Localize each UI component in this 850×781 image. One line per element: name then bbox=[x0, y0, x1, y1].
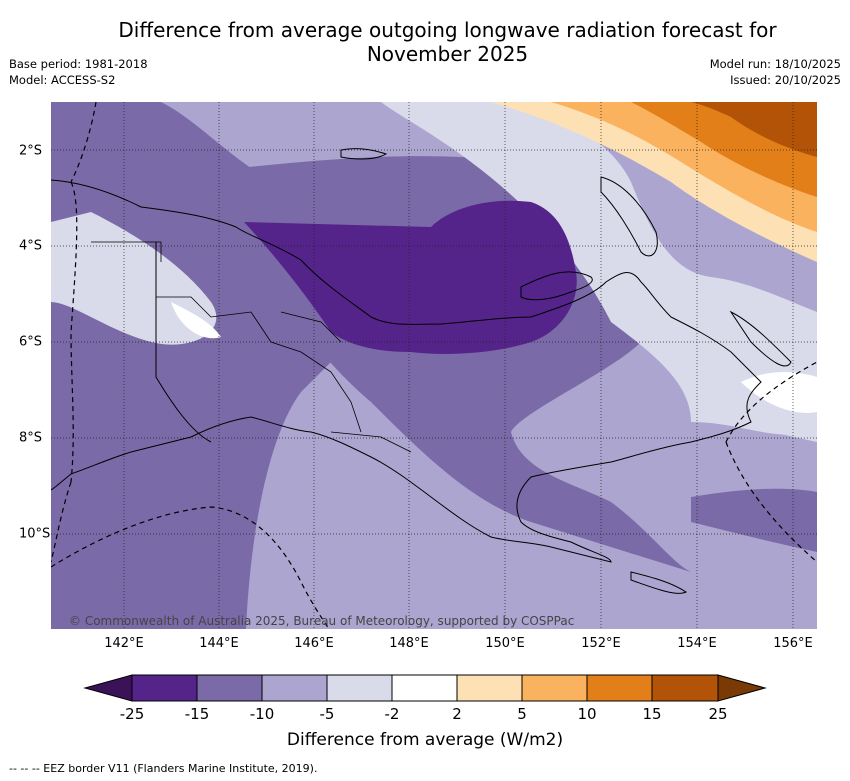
manus-coast bbox=[340, 148, 388, 160]
colorbar-swatch-1 bbox=[196, 674, 263, 702]
colorbar-swatch-7 bbox=[586, 674, 653, 702]
issued-date: Issued: 20/10/2025 bbox=[730, 73, 841, 87]
cbar-tick-9: 25 bbox=[708, 705, 728, 723]
lon-label-146: 146°E bbox=[294, 636, 334, 651]
lon-label-144: 144°E bbox=[199, 636, 239, 651]
colorbar-swatch-5 bbox=[456, 674, 523, 702]
colorbar-swatch-6 bbox=[521, 674, 588, 702]
islands-southeast bbox=[630, 571, 687, 594]
colorbar-arrow-low bbox=[83, 674, 133, 702]
meta-left: Base period: 1981-2018 Model: ACCESS-S2 bbox=[9, 56, 148, 88]
field-dark-purple-core bbox=[244, 200, 577, 354]
eez-legend-note: -- -- -- EEZ border V11 (Flanders Marine… bbox=[9, 762, 318, 775]
meta-right: Model run: 18/10/2025 Issued: 20/10/2025 bbox=[710, 56, 841, 88]
cbar-tick-8: 15 bbox=[642, 705, 662, 723]
lon-label-154: 154°E bbox=[677, 636, 717, 651]
colorbar-swatch-4 bbox=[391, 674, 458, 702]
map-title: Difference from average outgoing longwav… bbox=[60, 18, 835, 66]
cbar-tick-4: -2 bbox=[384, 705, 400, 723]
new-ireland-coast bbox=[600, 176, 658, 257]
cbar-tick-7: 10 bbox=[577, 705, 597, 723]
cbar-tick-3: -5 bbox=[319, 705, 335, 723]
lat-label-4s: 4°S bbox=[19, 238, 43, 254]
olr-anomaly-map bbox=[51, 102, 817, 629]
province-boundaries bbox=[91, 241, 412, 453]
cbar-tick-5: 2 bbox=[452, 705, 462, 723]
title-line-1: Difference from average outgoing longwav… bbox=[118, 18, 777, 42]
cbar-tick-1: -15 bbox=[184, 705, 210, 723]
model-name: Model: ACCESS-S2 bbox=[9, 73, 116, 87]
lon-label-150: 150°E bbox=[485, 636, 525, 651]
png-border bbox=[155, 242, 212, 443]
lon-label-156: 156°E bbox=[773, 636, 813, 651]
colorbar bbox=[83, 674, 767, 702]
base-period: Base period: 1981-2018 bbox=[9, 57, 148, 71]
lon-label-148: 148°E bbox=[389, 636, 429, 651]
cbar-tick-0: -25 bbox=[119, 705, 145, 723]
colorbar-swatch-3 bbox=[326, 674, 393, 702]
field-medium-purple-southeast bbox=[691, 488, 817, 552]
copyright-notice: © Commonwealth of Australia 2025, Bureau… bbox=[69, 614, 575, 628]
lat-label-8s: 8°S bbox=[19, 430, 43, 446]
field-pale-north bbox=[381, 102, 817, 435]
colorbar-swatch-8 bbox=[651, 674, 719, 702]
bougainville-coast bbox=[729, 310, 792, 367]
colorbar-swatch-0 bbox=[131, 674, 198, 702]
model-run: Model run: 18/10/2025 bbox=[709, 57, 841, 71]
lon-label-142: 142°E bbox=[104, 636, 144, 651]
field-dark-orange bbox=[691, 102, 817, 157]
new-britain-coast bbox=[520, 271, 593, 301]
field-white-west bbox=[171, 302, 221, 339]
lat-label-6s: 6°S bbox=[19, 334, 43, 350]
colorbar-label: Difference from average (W/m2) bbox=[286, 730, 564, 750]
title-line-2: November 2025 bbox=[366, 42, 529, 66]
lat-label-2s: 2°S bbox=[19, 143, 43, 159]
colorbar-arrow-high bbox=[717, 674, 767, 702]
eez-borders bbox=[51, 102, 817, 629]
field-white-east bbox=[741, 372, 817, 413]
lat-label-10s: 10°S bbox=[19, 526, 51, 542]
coastlines bbox=[51, 148, 792, 594]
colorbar-swatch-2 bbox=[261, 674, 328, 702]
cbar-tick-2: -10 bbox=[249, 705, 275, 723]
field-pale-east bbox=[691, 347, 817, 442]
new-guinea-coast bbox=[51, 179, 762, 563]
cbar-tick-6: 5 bbox=[517, 705, 527, 723]
lon-label-152: 152°E bbox=[581, 636, 621, 651]
